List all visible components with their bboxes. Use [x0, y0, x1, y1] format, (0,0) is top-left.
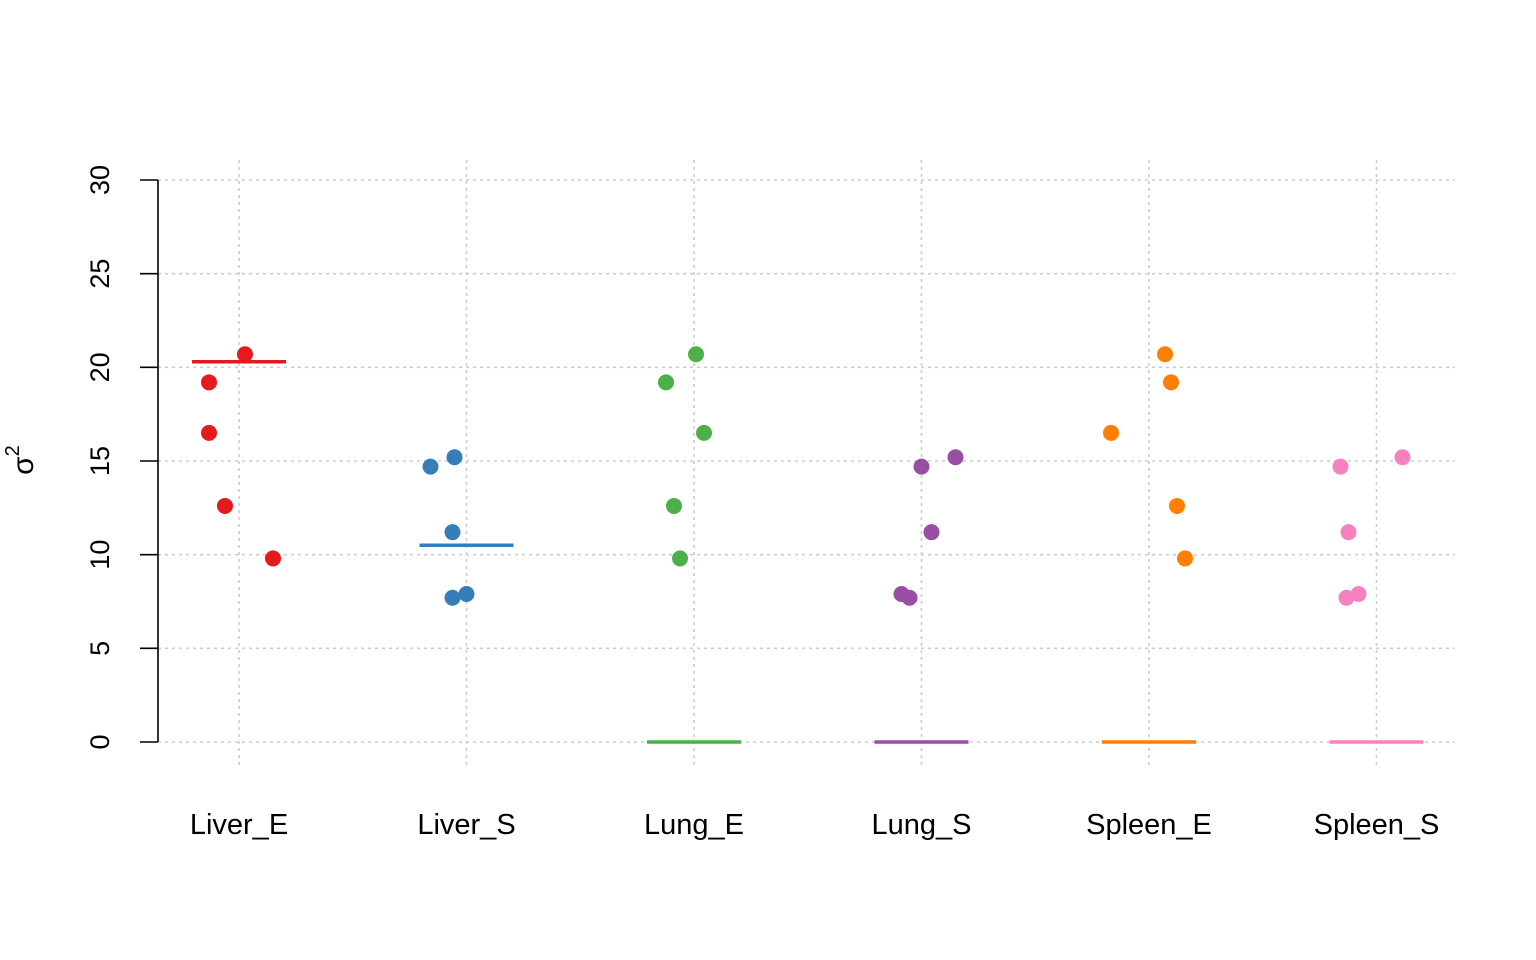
data-point-1-1	[446, 449, 463, 466]
data-points	[201, 346, 1411, 606]
data-point-2-0	[688, 346, 704, 363]
category-label-0: Liver_E	[190, 809, 288, 841]
y-tick-label-1: 5	[85, 641, 115, 656]
data-point-1-3	[444, 589, 461, 606]
data-point-4-4	[1177, 550, 1193, 567]
data-point-2-2	[696, 424, 712, 441]
data-point-0-2	[201, 424, 217, 441]
y-axis-title-symbol: σ	[7, 456, 40, 475]
data-point-0-0	[237, 346, 253, 363]
category-label-5: Spleen_S	[1314, 809, 1440, 841]
data-point-1-0	[422, 458, 439, 475]
data-point-5-1	[1394, 449, 1411, 466]
data-point-4-0	[1157, 346, 1173, 363]
y-tick-label-5: 25	[85, 259, 115, 289]
data-point-3-0	[913, 458, 930, 475]
data-point-4-2	[1103, 424, 1119, 441]
data-point-3-2	[923, 524, 940, 541]
data-point-3-1	[947, 449, 964, 466]
data-point-4-3	[1169, 497, 1185, 514]
data-point-1-2	[444, 524, 461, 541]
y-axis: 0 5 10 15 20 25 30	[85, 165, 159, 750]
data-point-5-2	[1340, 524, 1357, 541]
mean-lines	[192, 359, 1424, 744]
y-axis-title: σ2	[2, 445, 40, 475]
grid	[158, 160, 1455, 768]
y-tick-label-6: 30	[85, 165, 115, 195]
data-point-5-3	[1338, 589, 1355, 606]
data-point-4-1	[1163, 374, 1179, 391]
category-labels: Liver_E Liver_S Lung_E Lung_S Spleen_E Spleen…	[190, 809, 1440, 841]
data-point-0-3	[217, 497, 233, 514]
data-point-2-4	[672, 550, 688, 567]
y-tick-label-0: 0	[85, 734, 115, 749]
y-tick-label-3: 15	[85, 446, 115, 476]
data-point-1-4	[458, 586, 475, 603]
data-point-0-4	[265, 550, 281, 567]
y-tick-label-2: 10	[85, 540, 115, 570]
category-label-1: Liver_S	[417, 809, 515, 841]
data-point-2-1	[658, 374, 674, 391]
data-point-0-1	[201, 374, 217, 391]
data-point-2-3	[666, 497, 682, 514]
y-tick-label-4: 20	[85, 352, 115, 382]
data-point-5-0	[1332, 458, 1349, 475]
y-axis-title-superscript: 2	[2, 445, 24, 456]
category-label-3: Lung_S	[872, 809, 972, 841]
category-label-4: Spleen_E	[1086, 809, 1212, 841]
category-label-2: Lung_E	[644, 809, 744, 841]
data-point-3-4	[901, 589, 918, 606]
data-point-5-4	[1350, 586, 1367, 603]
